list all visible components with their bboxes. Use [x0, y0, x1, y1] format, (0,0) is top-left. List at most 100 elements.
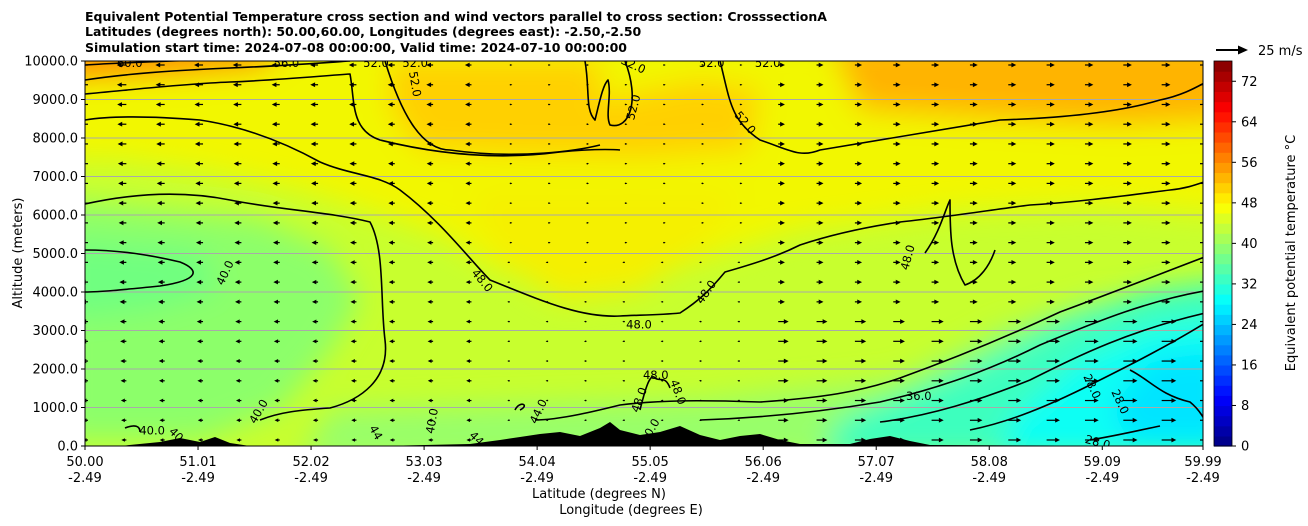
wind-vector — [739, 202, 743, 205]
wind-vector — [235, 299, 242, 305]
colorbar-frame — [1213, 60, 1233, 447]
contour-48-left-dome — [85, 193, 387, 421]
wind-vector — [351, 398, 357, 403]
wind-vector — [778, 279, 785, 285]
wind-vector — [509, 143, 513, 145]
wind-vector — [159, 438, 165, 442]
wind-vector — [1046, 437, 1060, 443]
wind-vector — [1008, 240, 1017, 246]
wind-vector — [893, 82, 901, 88]
wind-vector — [663, 123, 666, 126]
wind-vector — [701, 83, 705, 86]
wind-vector — [1200, 301, 1203, 303]
wind-vector — [624, 83, 628, 86]
x-tick-label-lon-0: -2.49 — [68, 471, 102, 486]
x-tick-label-lon-7: -2.49 — [859, 471, 893, 486]
wind-vector — [931, 102, 940, 107]
wind-vector — [969, 141, 978, 147]
wind-vector — [234, 259, 242, 265]
wind-vector — [117, 121, 127, 127]
wind-vector — [233, 161, 242, 167]
wind-vector — [699, 261, 702, 264]
wind-vector — [854, 398, 867, 403]
wind-vector — [1008, 121, 1017, 127]
wind-vector — [1123, 398, 1138, 403]
wind-vector — [1161, 398, 1177, 403]
y-tick-label-2: 2000.0 — [33, 363, 79, 378]
wind-vector — [156, 141, 165, 147]
quiver-key-label: 25 m/s — [1258, 44, 1303, 59]
wind-vector — [350, 279, 357, 285]
wind-vector — [931, 338, 944, 344]
wind-vector — [272, 181, 280, 186]
wind-vector — [778, 200, 785, 206]
colorbar-tick-label-1: 8 — [1241, 399, 1249, 414]
wind-vector — [350, 319, 357, 324]
wind-vector — [816, 161, 824, 167]
colorbar-swatch — [1214, 334, 1232, 346]
wind-vector — [120, 398, 127, 403]
x-tick-label-lon-4: -2.49 — [520, 471, 554, 486]
colorbar-swatch — [1214, 162, 1232, 174]
wind-vector — [466, 339, 472, 344]
wind-vector — [778, 62, 785, 68]
y-tick-label-10: 10000.0 — [24, 55, 78, 70]
wind-vector — [739, 64, 743, 66]
wind-vector — [816, 141, 824, 147]
wind-vector — [854, 358, 867, 364]
wind-vector — [426, 121, 434, 127]
wind-vector — [1008, 102, 1017, 107]
wind-vector — [1161, 417, 1177, 423]
wind-vector — [465, 260, 472, 265]
contour-label-8: 52.0 — [755, 56, 781, 70]
wind-vector — [739, 241, 743, 244]
wind-vector — [931, 121, 940, 127]
y-axis-label: Altitude (meters) — [11, 198, 26, 309]
colorbar-swatch — [1214, 71, 1232, 82]
wind-vector — [465, 141, 472, 147]
wind-vector — [155, 102, 165, 107]
wind-vector — [583, 261, 587, 264]
wind-vector — [1123, 82, 1132, 88]
wind-vector — [854, 161, 863, 167]
wind-vector — [737, 300, 740, 303]
wind-vector — [507, 300, 510, 303]
wind-vector — [196, 299, 204, 305]
wind-vector — [931, 319, 944, 324]
colorbar-tick-label-4: 32 — [1241, 277, 1258, 292]
wind-vector — [778, 121, 785, 127]
wind-vector — [196, 259, 204, 265]
contour-52-loop — [584, 61, 633, 127]
wind-vector — [509, 221, 513, 224]
wind-vector — [1008, 398, 1022, 403]
wind-vector — [699, 340, 702, 343]
wind-vector — [118, 220, 127, 226]
theta-e-field — [85, 61, 1203, 446]
wind-vector — [1084, 240, 1094, 246]
wind-vector — [737, 340, 740, 343]
wind-vector — [699, 281, 702, 284]
contour-56 — [85, 61, 351, 81]
y-tick-label-3: 3000.0 — [33, 324, 79, 339]
x-axis-label-longitude: Longitude (degrees E) — [559, 503, 703, 518]
wind-vector — [120, 378, 127, 383]
wind-vector — [234, 240, 242, 246]
wind-vector — [1046, 299, 1055, 305]
colorbar-swatch — [1214, 324, 1232, 336]
wind-vector — [312, 398, 319, 403]
wind-vector — [548, 182, 551, 185]
wind-vector — [507, 419, 510, 422]
wind-vector — [660, 360, 664, 362]
wind-vector — [310, 161, 319, 167]
wind-vector — [1200, 419, 1203, 421]
wind-vector — [969, 358, 983, 364]
wind-vector — [663, 182, 666, 185]
wind-vector — [121, 438, 127, 442]
wind-vector — [701, 123, 705, 126]
wind-vector — [778, 299, 785, 305]
contour-28-right — [1129, 369, 1203, 419]
wind-vector — [1161, 259, 1171, 265]
wind-vector — [427, 378, 434, 383]
wind-vector — [778, 161, 785, 167]
